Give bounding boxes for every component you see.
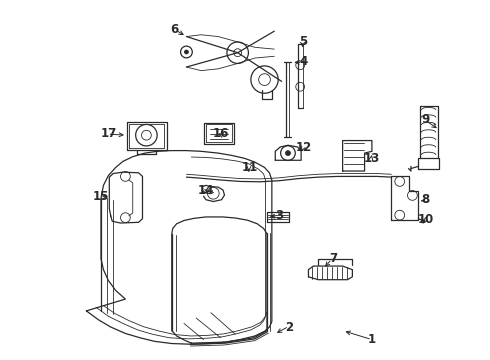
Circle shape	[286, 151, 291, 156]
Text: 1: 1	[368, 333, 376, 346]
Text: 13: 13	[364, 152, 380, 165]
Text: 3: 3	[275, 210, 283, 222]
Text: 12: 12	[295, 141, 312, 154]
Text: 10: 10	[417, 213, 434, 226]
Text: 15: 15	[93, 190, 109, 203]
Text: 9: 9	[421, 113, 430, 126]
Text: 2: 2	[285, 320, 293, 333]
Circle shape	[184, 50, 188, 54]
Text: 7: 7	[329, 252, 337, 265]
Text: 4: 4	[299, 55, 308, 68]
Text: 8: 8	[421, 193, 430, 206]
Text: 14: 14	[198, 184, 214, 197]
Text: 5: 5	[299, 35, 308, 49]
Text: 6: 6	[170, 23, 178, 36]
Text: 11: 11	[242, 161, 258, 174]
Text: 16: 16	[212, 127, 229, 140]
Text: 17: 17	[100, 127, 117, 140]
